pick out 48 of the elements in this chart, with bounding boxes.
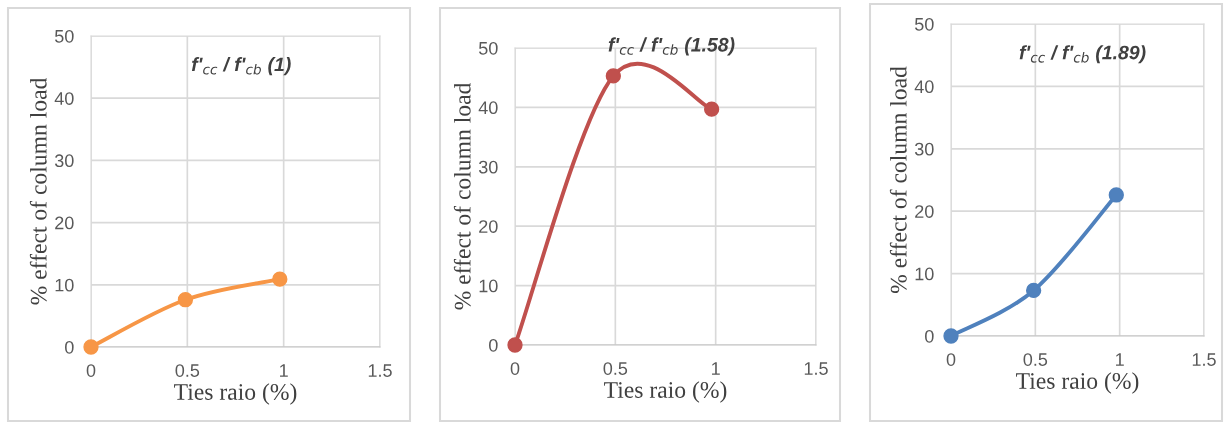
x-tick-label: 1	[1116, 353, 1124, 366]
y-tick-label: 20	[479, 220, 498, 233]
x-tick-label: 0	[946, 353, 956, 366]
x-axis-title: Ties raio (%)	[604, 381, 727, 403]
text: f'$_{cc}$ / f'$_{cb}$ (1.89)	[1019, 45, 1146, 64]
point	[272, 271, 288, 287]
y-tick-label: 20	[915, 205, 934, 218]
y-tick-label: 30	[914, 142, 934, 156]
point	[704, 101, 720, 117]
y-axis-title: % effect of column load	[29, 77, 47, 305]
x-tick-label: 0.5	[175, 364, 200, 377]
chart-title: f'$_{cc}$ / f'$_{cb}$ (1.58)	[608, 37, 735, 56]
x-axis-title: Ties raio (%)	[1016, 372, 1139, 394]
x-tick-label: 1	[712, 362, 720, 375]
point	[1026, 282, 1042, 299]
x-axis-title: Ties raio (%)	[174, 383, 297, 405]
y-tick-label: 50	[478, 41, 498, 55]
text: f'$_{cc}$ / f'$_{cb}$ (1)	[191, 57, 291, 76]
x-tick-label: 1	[280, 364, 288, 377]
x-tick-label: 1.5	[368, 364, 392, 377]
y-tick-label: 40	[478, 101, 498, 115]
x-tick-label: 1.5	[804, 362, 828, 375]
x-tick-label: 1.5	[1192, 353, 1216, 366]
y-tick-label: 0	[489, 338, 498, 352]
x-tick-label: 0.5	[603, 362, 628, 375]
y-tick-label: 50	[54, 29, 74, 43]
point	[605, 68, 621, 84]
y-tick-label: 40	[914, 80, 934, 94]
x-tick-label: 0	[510, 362, 520, 375]
y-tick-label: 20	[55, 216, 74, 230]
y-tick-label: 10	[55, 278, 74, 292]
y-tick-label: 50	[914, 17, 934, 31]
y-axis-title: % effect of column load	[889, 66, 907, 294]
y-tick-label: 40	[54, 92, 74, 105]
y-tick-label: 10	[915, 267, 934, 281]
y-tick-label: 30	[478, 160, 498, 174]
y-axis-title: % effect of column load	[453, 82, 471, 310]
point	[507, 337, 523, 353]
point	[177, 292, 194, 308]
y-tick-label: 10	[479, 279, 498, 293]
point	[83, 339, 99, 355]
x-tick-label: 0.5	[1023, 353, 1048, 366]
point	[943, 328, 959, 344]
y-tick-label: 30	[54, 154, 74, 168]
y-tick-label: 0	[65, 340, 74, 354]
y-tick-label: 0	[925, 329, 934, 343]
x-tick-label: 0	[86, 364, 96, 377]
point	[1108, 187, 1124, 203]
